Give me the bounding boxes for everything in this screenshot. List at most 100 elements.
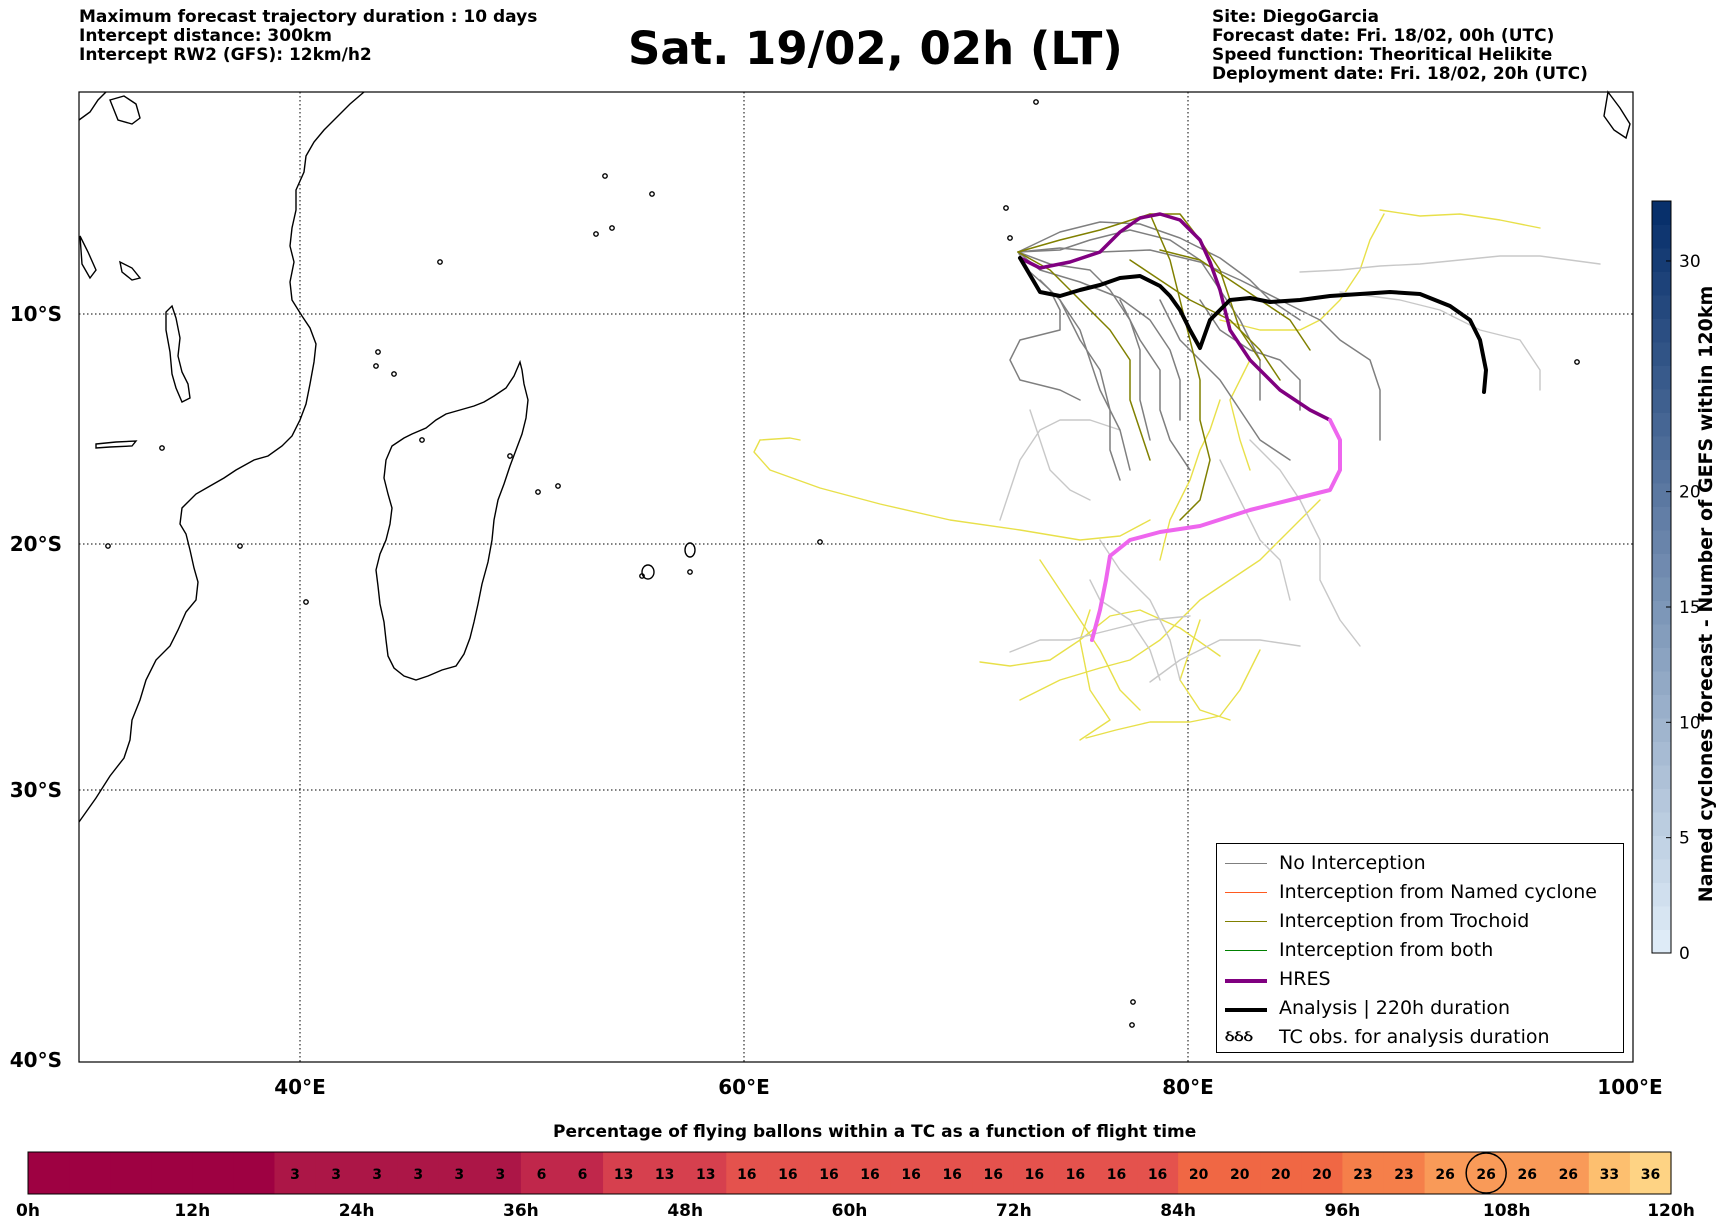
colorbar-segment <box>1652 647 1671 672</box>
coastline <box>165 304 191 403</box>
pct-value: 13 <box>696 1167 715 1183</box>
island <box>1007 235 1013 241</box>
light-track <box>1089 579 1161 681</box>
light-track <box>1029 409 1091 501</box>
island <box>687 569 693 575</box>
light-track <box>999 419 1121 521</box>
pct-value: 26 <box>1517 1167 1536 1183</box>
pct-cell <box>726 1152 768 1194</box>
colorbar-segment <box>1652 835 1671 860</box>
island <box>159 445 165 451</box>
pct-value: 3 <box>290 1167 300 1183</box>
header-left-line-2: Intercept RW2 (GFS): 12km/h2 <box>79 45 372 65</box>
pct-cell <box>644 1152 686 1194</box>
legend-item: Analysis | 220h duration <box>1217 995 1623 1023</box>
pct-value: 20 <box>1230 1167 1250 1183</box>
light-track <box>1099 539 1181 681</box>
legend-label: Interception from Trochoid <box>1279 910 1530 932</box>
header-right-line-1: Forecast date: Fri. 18/02, 00h (UTC) <box>1212 26 1555 46</box>
trochoid-track <box>1129 259 1281 381</box>
legend-swatch <box>1225 950 1267 951</box>
yellow-track <box>1159 399 1221 561</box>
pct-value: 16 <box>860 1167 879 1183</box>
yellow-track <box>1079 609 1111 741</box>
colorbar-segment <box>1652 459 1671 484</box>
pct-cell <box>685 1152 727 1194</box>
legend-item: No Interception <box>1217 850 1623 878</box>
pct-value: 16 <box>901 1167 920 1183</box>
lat-label: 20°S <box>10 532 62 556</box>
hour-label: 0h <box>16 1201 40 1221</box>
pct-cell <box>28 1152 70 1194</box>
hour-label: 96h <box>1325 1201 1361 1221</box>
pct-cell <box>1013 1152 1056 1194</box>
island <box>375 349 381 355</box>
pct-cell <box>1506 1152 1549 1194</box>
pct-cell <box>767 1152 810 1194</box>
trochoid-track <box>1017 213 1261 361</box>
coastline <box>78 91 365 823</box>
island <box>555 483 561 489</box>
hour-label: 36h <box>503 1201 539 1221</box>
percentage-bar-title: Percentage of flying ballons within a TC… <box>553 1122 1197 1142</box>
pct-value: 20 <box>1271 1167 1291 1183</box>
coastline <box>79 235 97 280</box>
light-track <box>1149 639 1301 683</box>
colorbar-segment <box>1652 859 1671 883</box>
island <box>602 173 608 179</box>
pct-cell <box>151 1152 193 1194</box>
island <box>419 437 425 443</box>
legend-item: Interception from Trochoid <box>1217 908 1623 936</box>
legend-label: Interception from both <box>1279 939 1494 961</box>
current-time-marker <box>1465 1152 1507 1194</box>
colorbar-segment <box>1652 741 1671 766</box>
colorbar-segment <box>1652 530 1671 554</box>
pct-value: 3 <box>454 1167 464 1183</box>
pct-cell <box>315 1152 358 1194</box>
pct-cell <box>972 1152 1015 1194</box>
legend-label: HRES <box>1279 968 1331 990</box>
trochoid-track <box>1017 251 1151 461</box>
pct-value: 16 <box>1148 1167 1167 1183</box>
pct-cell <box>890 1152 933 1194</box>
header-left-line-0: Maximum forecast trajectory duration : 1… <box>79 7 538 27</box>
colorbar-segment <box>1652 271 1671 296</box>
pct-value: 16 <box>778 1167 797 1183</box>
legend-label: No Interception <box>1279 852 1426 874</box>
pct-value: 16 <box>737 1167 756 1183</box>
lon-label: 100°E <box>1597 1075 1662 1099</box>
island <box>1129 1022 1135 1028</box>
pct-cell <box>808 1152 851 1194</box>
pct-cell <box>520 1152 563 1194</box>
colorbar-frame <box>1651 200 1672 954</box>
lat-label: 30°S <box>10 778 62 802</box>
coastline <box>78 91 107 121</box>
hour-label: 12h <box>174 1201 210 1221</box>
legend-item: HRES <box>1217 966 1623 994</box>
pct-value: 20 <box>1189 1167 1209 1183</box>
axis-labels: 10°S 20°S 30°S 40°S 40°E 60°E 80°E 100°E <box>10 302 1663 1099</box>
pct-value: 26 <box>1559 1167 1578 1183</box>
hour-label: 84h <box>1160 1201 1196 1221</box>
island <box>1130 999 1136 1005</box>
no-interception-track <box>1199 299 1301 411</box>
legend: No Interception Interception from Named c… <box>1216 843 1624 1053</box>
lat-label: 10°S <box>10 302 62 326</box>
colorbar-segment <box>1652 365 1671 390</box>
island <box>437 259 443 265</box>
lon-label: 60°E <box>718 1075 770 1099</box>
colorbar-segment <box>1652 812 1671 836</box>
pct-cell <box>1588 1152 1631 1194</box>
pct-value: 3 <box>495 1167 505 1183</box>
hour-label: 48h <box>667 1201 703 1221</box>
yellow-track <box>1219 213 1385 331</box>
pct-cell <box>1178 1152 1220 1194</box>
legend-swatch <box>1225 921 1267 922</box>
colorbar-segment <box>1652 436 1671 460</box>
coastline <box>119 260 142 281</box>
legend-label: Interception from Named cyclone <box>1279 881 1597 903</box>
island <box>303 599 309 605</box>
colorbar: 0 5 10 15 20 30 <box>1651 200 1701 964</box>
no-interception-track <box>1159 299 1291 461</box>
trajectory-tracks <box>753 209 1601 741</box>
